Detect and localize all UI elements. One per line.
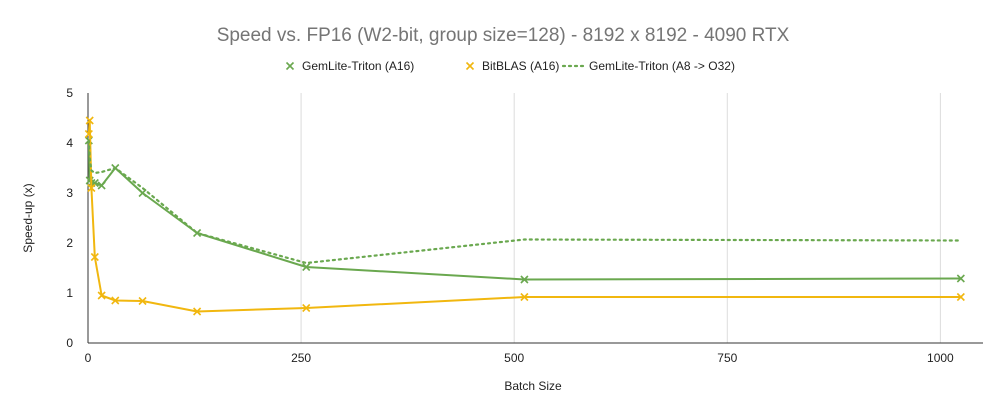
legend-item: GemLite-Triton (A16) xyxy=(285,59,414,73)
series-2 xyxy=(84,116,965,316)
data-point xyxy=(84,129,93,139)
x-axis-label: Batch Size xyxy=(504,379,562,393)
data-point xyxy=(302,303,311,313)
data-point xyxy=(90,178,99,188)
series-line xyxy=(87,140,961,281)
x-tick-label: 500 xyxy=(504,351,524,365)
data-point xyxy=(956,274,965,283)
data-point xyxy=(97,291,106,300)
data-point xyxy=(956,292,965,302)
tick-labels: 0 250 500 750 1000 0 1 2 3 4 5 xyxy=(66,86,954,365)
series-line xyxy=(87,119,961,313)
x-tick-label: 750 xyxy=(717,351,737,365)
chart-title: Speed vs. FP16 (W2-bit, group size=128) … xyxy=(217,25,790,46)
legend-item: GemLite-Triton (A8 -> O32) xyxy=(561,59,735,73)
y-tick-label: 3 xyxy=(66,186,73,200)
series-1 xyxy=(84,136,965,284)
y-tick-label: 5 xyxy=(66,86,73,100)
y-tick-label: 0 xyxy=(66,336,73,350)
y-tick-label: 2 xyxy=(66,236,73,250)
data-point xyxy=(520,275,529,284)
series-group xyxy=(84,116,965,316)
y-tick-label: 4 xyxy=(66,136,73,150)
data-point xyxy=(97,181,106,190)
data-point xyxy=(520,292,529,302)
legend-label: BitBLAS (A16) xyxy=(482,59,559,73)
legend-item: BitBLAS (A16) xyxy=(465,59,559,73)
gridlines xyxy=(300,93,941,343)
legend-label: GemLite-Triton (A16) xyxy=(302,59,414,73)
series-line xyxy=(87,139,962,265)
legend-x-marker-icon xyxy=(285,61,295,71)
legend: GemLite-Triton (A16) BitBLAS (A16) GemLite… xyxy=(285,59,735,73)
y-axis-label: Speed-up (x) xyxy=(21,183,35,252)
data-point xyxy=(138,296,147,306)
legend-x-marker-icon xyxy=(465,61,475,71)
data-point xyxy=(193,307,202,316)
data-point xyxy=(90,252,99,262)
axes xyxy=(87,93,983,344)
series-3 xyxy=(87,139,962,265)
legend-label: GemLite-Triton (A8 -> O32) xyxy=(589,59,735,73)
data-point xyxy=(111,296,120,305)
x-tick-label: 1000 xyxy=(927,351,954,365)
x-tick-label: 0 xyxy=(85,351,92,365)
data-point xyxy=(85,116,94,125)
x-tick-label: 250 xyxy=(291,351,311,365)
y-tick-label: 1 xyxy=(66,286,73,300)
data-point xyxy=(87,183,96,193)
data-point xyxy=(302,262,311,272)
